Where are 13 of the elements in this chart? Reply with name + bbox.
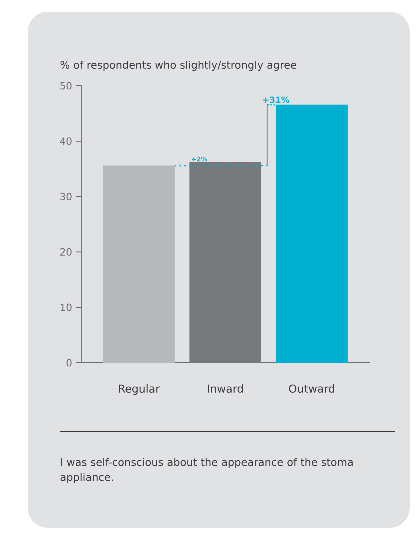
y-tick-label: 10 xyxy=(60,304,72,312)
chart-title: % of respondents who slightly/strongly agree xyxy=(60,60,296,72)
y-tick-label: 20 xyxy=(60,248,72,256)
y-tick-label: 0 xyxy=(66,359,72,367)
annotation: +31% xyxy=(263,96,290,104)
x-tick-label: Regular xyxy=(119,384,160,396)
x-tick-label: Outward xyxy=(289,384,334,393)
y-tick-label: 50 xyxy=(60,82,72,90)
y-tick-label: 30 xyxy=(60,193,72,201)
text: I was self-conscious about the appearance of the stoma appliance. xyxy=(60,458,353,484)
x-tick-label: Inward xyxy=(208,384,244,393)
y-tick-label: 40 xyxy=(60,138,72,146)
bar xyxy=(103,166,175,363)
